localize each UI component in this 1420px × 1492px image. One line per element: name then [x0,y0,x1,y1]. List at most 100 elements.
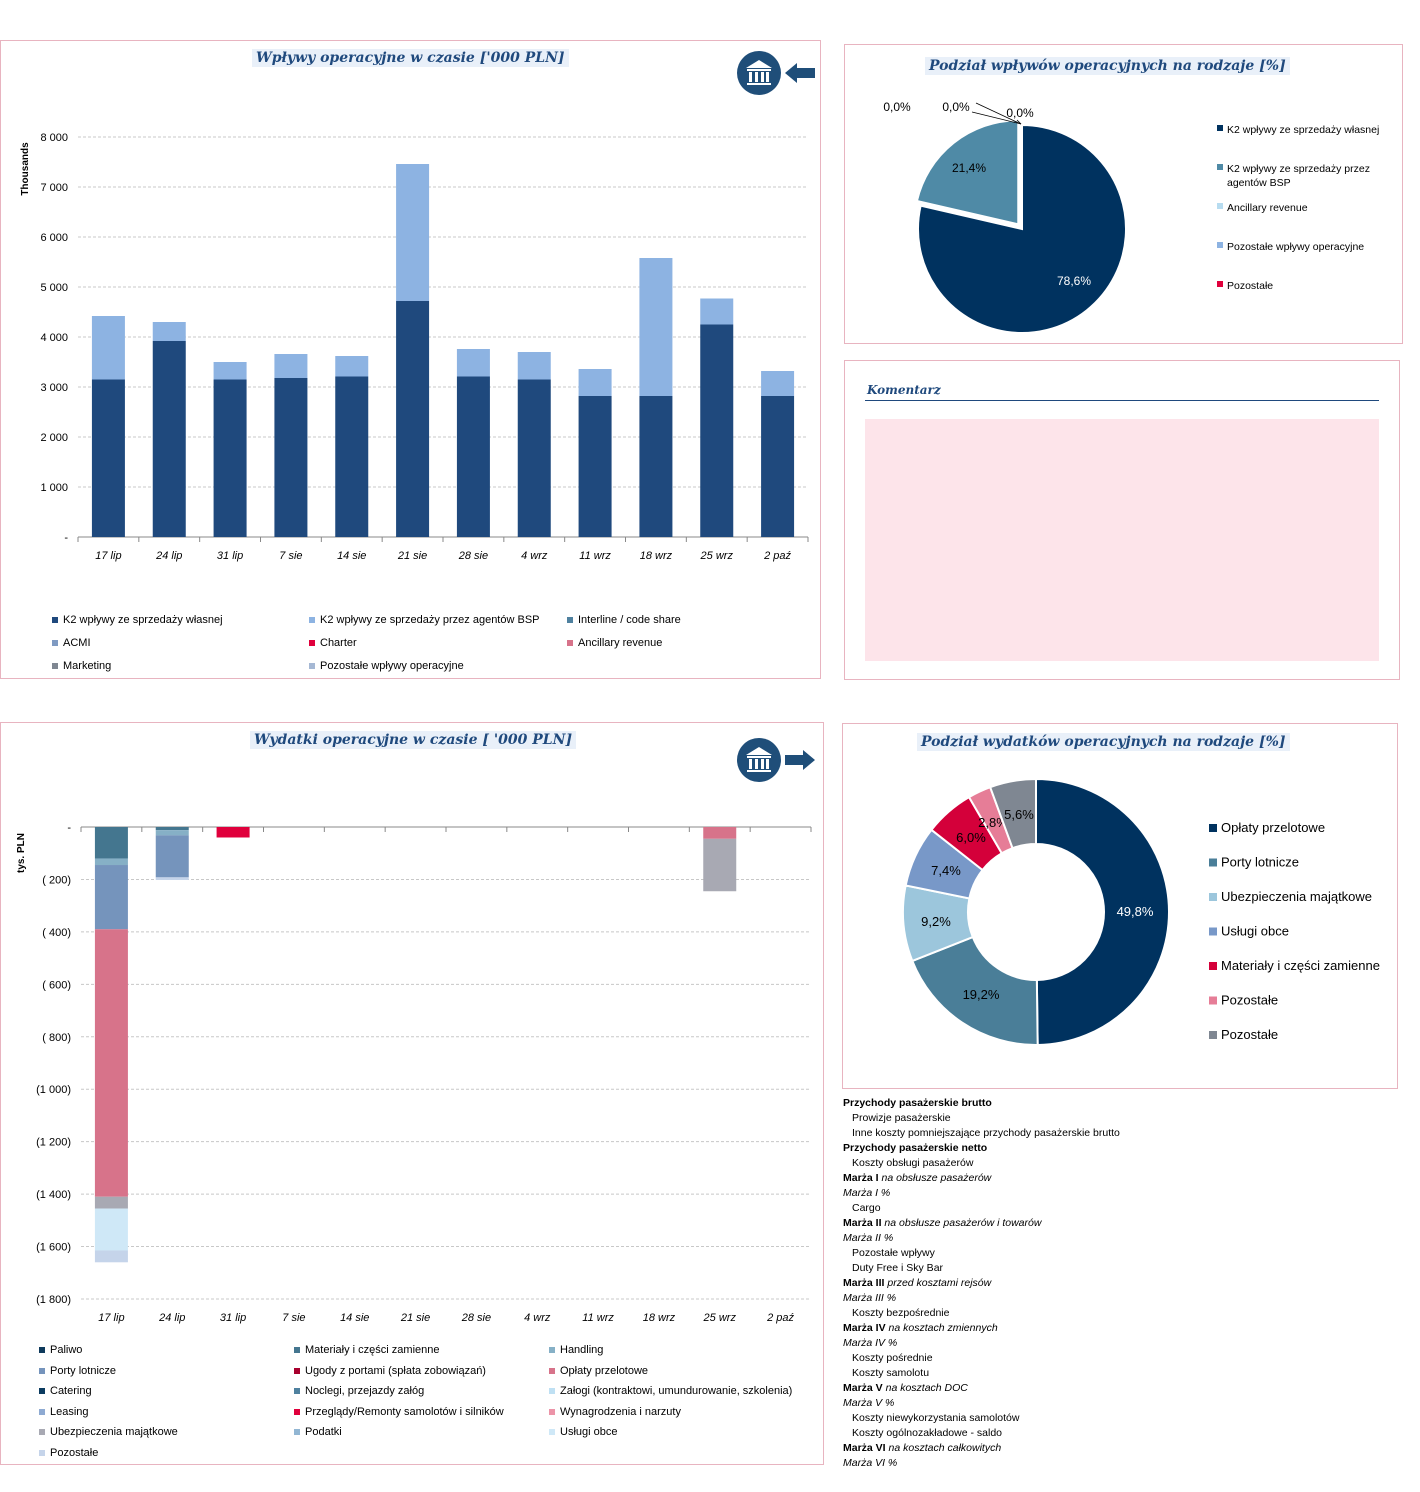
y-tick-label: 4 000 [40,332,68,344]
y-tick-label: 3 000 [40,382,68,394]
bar-segment [91,316,125,380]
legend-label: Interline / code share [578,614,681,626]
legend-swatch [1209,927,1217,936]
income-pie-title: Podział wpływów operacyjnych na rodzaje … [925,57,1290,75]
legend-swatch [309,663,315,669]
legend-item: Handling [549,1344,603,1356]
pl-row: Prowizje pasażerskie [843,1111,1403,1126]
bar-segment [155,877,189,880]
legend-label: Charter [320,637,357,649]
legend-swatch [1217,203,1223,209]
y-tick-label: - [64,532,68,544]
legend-swatch [52,663,58,669]
slice-data-label: 21,4% [952,161,986,175]
pl-row-label: Marża II % [843,1232,894,1244]
legend-label: Materiały i części zamienne [305,1344,440,1356]
bar-segment [396,164,430,301]
pl-row-label: Marża I % [843,1187,891,1199]
pie-slice [988,777,1037,850]
x-tick-label: 7 sie [279,550,302,562]
y-tick-label: 7 000 [40,182,68,194]
legend-swatch [294,1408,300,1415]
pl-row: Marża V na kosztach DOC [843,1381,1403,1396]
x-tick-label: 24 lip [158,1312,185,1324]
expense-pie-panel: Podział wydatków operacyjnych na rodzaje… [842,723,1398,1089]
pl-row-sublabel: na kosztach zmiennych [885,1322,998,1334]
pl-row: Marża IV na kosztach zmiennych [843,1321,1403,1336]
bar-segment [155,830,189,836]
bar-segment [94,1196,128,1209]
bar-segment [578,369,612,396]
legend-swatch [39,1367,45,1374]
pl-row-label: Marża I [843,1172,879,1184]
legend-label: K2 wpływy ze sprzedaży własnej [1227,124,1379,136]
slice-data-label: 49,8% [1117,904,1154,919]
legend-item: Pozostałe wpływy operacyjne [309,660,464,672]
pl-row-sublabel: na obsłusze pasażerów i towarów [881,1217,1042,1229]
slice-data-label: 7,4% [931,863,961,878]
income-chart-title: Wpływy operacyjne w czasie ['000 PLN] [252,49,569,67]
bar-segment [639,258,673,396]
x-tick-label: 18 wrz [640,550,673,562]
slice-data-label: 78,6% [1057,274,1091,288]
comment-title: Komentarz [867,383,941,397]
bank-icon[interactable] [737,738,781,782]
legend-label: Opłaty przelotowe [1221,820,1325,835]
legend-label: Catering [50,1385,92,1398]
slice-data-label: 0,0% [883,100,911,114]
legend-swatch [1217,281,1223,287]
pl-row: Marża I na obsłusze pasażerów [843,1171,1403,1186]
bar-segment [274,378,308,537]
y-axis-label: Thousands [20,142,31,196]
x-tick-label: 31 lip [220,1312,246,1324]
x-tick-label: 21 sie [400,1312,430,1324]
bar-segment [700,298,734,325]
y-tick-label: 6 000 [40,232,68,244]
pl-row: Marża V % [843,1396,1403,1411]
legend-label: Podatki [305,1426,342,1439]
pl-row-label: Duty Free i Sky Bar [852,1262,944,1274]
income-chart-panel: Wpływy operacyjne w czasie ['000 PLN] - 1… [0,40,821,679]
pl-row-sublabel: na kosztach DOC [882,1382,968,1394]
legend-item: K2 wpływy ze sprzedaży przez agentów BSP [309,614,540,626]
legend-label: Pozostałe [1221,1027,1278,1042]
x-tick-label: 11 wrz [582,1312,614,1324]
slice-data-label: 0,0% [942,100,970,114]
x-tick-label: 2 paź [766,1312,794,1324]
pl-row: Marża VI % [843,1456,1403,1471]
legend-label: Pozostałe [50,1447,99,1459]
bar-segment [761,396,795,537]
legend-label: Handling [560,1344,604,1356]
comment-panel: Komentarz [844,360,1400,680]
legend-item: K2 wpływy ze sprzedaży własnej [52,614,223,626]
pl-row: Marża III przed kosztami rejsów [843,1276,1403,1291]
bank-icon[interactable] [737,51,781,95]
y-tick-label: (1 000) [36,1084,71,1096]
legend-swatch [1217,164,1223,170]
legend-item: Ugody z portami (spłata zobowiązań) [294,1365,486,1377]
legend-label: Usługi obce [560,1426,618,1439]
pl-row: Koszty pośrednie [843,1351,1403,1366]
arrow-left-icon[interactable] [784,61,816,85]
bar-segment [94,929,128,1197]
pl-row: Koszty ogólnozakładowe - saldo [843,1426,1403,1441]
legend-swatch [1217,242,1223,248]
legend-item: Catering [39,1385,92,1397]
comment-input[interactable] [865,419,1379,661]
legend-label: Pozostałe wpływy operacyjne [1227,241,1364,253]
slice-data-label: 9,2% [921,914,951,929]
bar-segment [94,858,128,866]
pie-slice [1035,777,1171,1047]
y-tick-label: 8 000 [40,132,68,144]
legend-label: Wynagrodzenia i narzuty [560,1405,681,1418]
pl-row: Przychody pasażerskie brutto [843,1096,1403,1111]
legend-item: Pozostałe [39,1447,98,1459]
arrow-right-icon[interactable] [784,748,816,772]
legend-label: Załogi (kontraktowi, umundurowanie, szko… [560,1385,793,1398]
bar-segment [274,354,308,378]
bar-segment [456,349,490,377]
x-tick-label: 4 wrz [524,1312,551,1324]
x-tick-label: 25 wrz [703,1312,737,1324]
bar-segment [700,324,734,537]
legend-label: K2 wpływy ze sprzedaży przez agentów BSP [320,614,540,626]
